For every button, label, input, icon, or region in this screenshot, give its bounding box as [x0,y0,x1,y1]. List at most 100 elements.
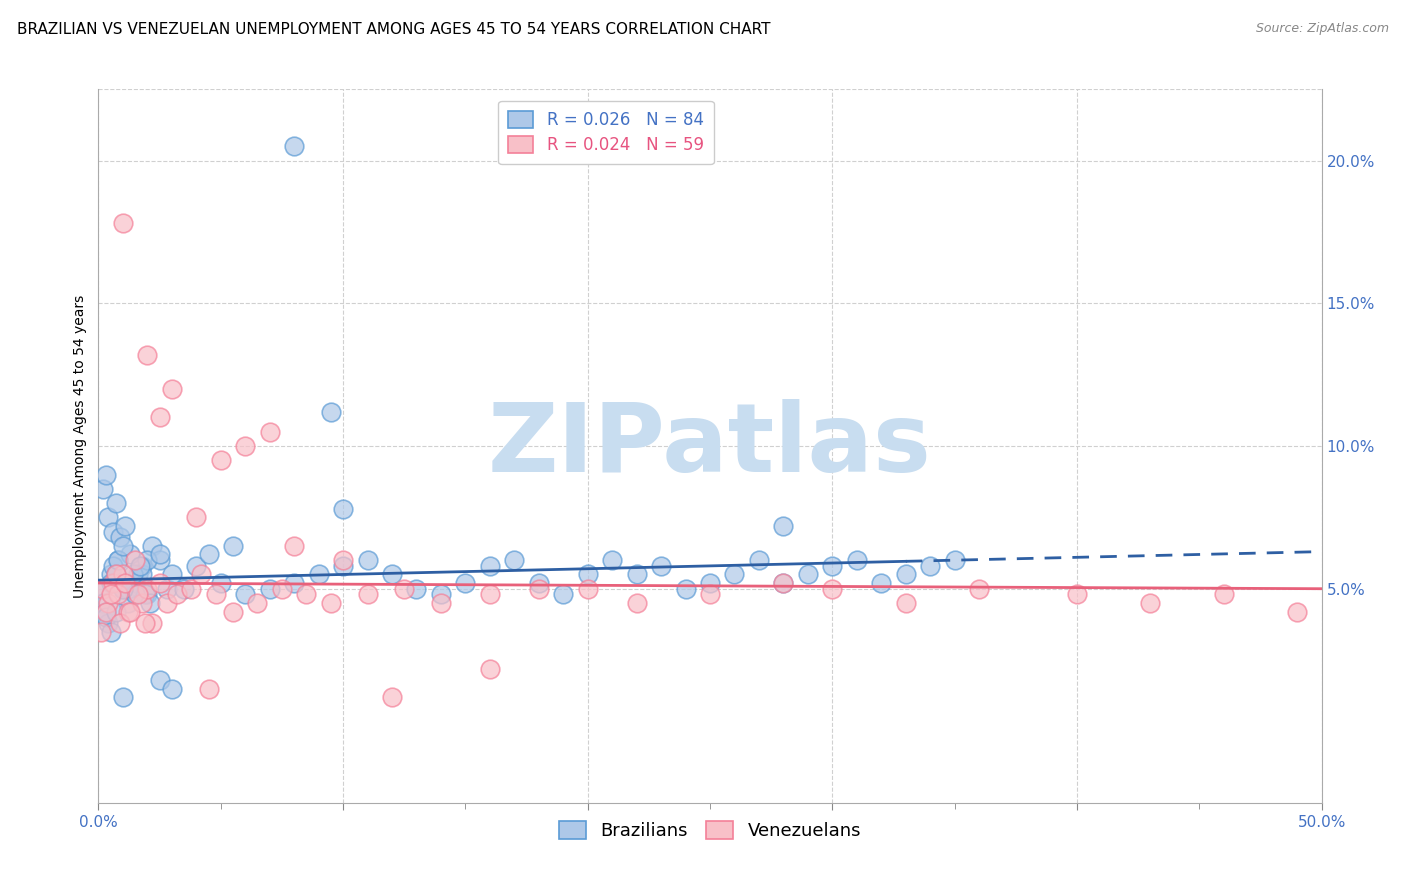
Point [134,615,156,630]
Point [114,519,136,533]
Point [295,587,318,601]
Point [233,439,256,453]
Point [527,576,550,591]
Point [107,587,129,601]
Point [1066,587,1088,601]
Point [197,681,219,696]
Point [136,553,159,567]
Point [110,530,132,544]
Point [600,553,623,567]
Point [141,539,163,553]
Point [222,605,245,619]
Point [381,690,404,705]
Point [772,519,794,533]
Point [111,582,134,596]
Point [772,576,794,591]
Point [124,587,146,601]
Point [209,453,232,467]
Point [114,576,136,591]
Point [100,587,122,601]
Text: BRAZILIAN VS VENEZUELAN UNEMPLOYMENT AMONG AGES 45 TO 54 YEARS CORRELATION CHART: BRAZILIAN VS VENEZUELAN UNEMPLOYMENT AMO… [17,22,770,37]
Point [124,553,146,567]
Point [94,610,117,624]
Point [91,582,114,596]
Point [478,558,501,573]
Point [319,596,342,610]
Point [180,582,202,596]
Point [117,582,139,596]
Point [1286,605,1309,619]
Point [136,587,159,601]
Point [283,139,305,153]
Point [650,558,672,573]
Point [259,582,281,596]
Point [149,576,172,591]
Point [920,558,942,573]
Y-axis label: Unemployment Among Ages 45 to 54 years: Unemployment Among Ages 45 to 54 years [73,294,87,598]
Point [100,624,122,639]
Point [149,548,172,562]
Point [356,553,378,567]
Point [104,567,127,582]
Point [97,596,120,610]
Point [94,467,117,482]
Point [107,553,129,567]
Point [190,567,212,582]
Point [430,596,453,610]
Point [131,558,153,573]
Point [129,558,152,573]
Point [141,615,163,630]
Point [967,582,990,596]
Point [166,587,188,601]
Point [124,576,146,591]
Point [160,567,183,582]
Point [111,539,134,553]
Point [173,582,195,596]
Point [430,587,453,601]
Point [117,605,139,619]
Point [454,576,477,591]
Point [110,615,132,630]
Point [209,576,232,591]
Legend: Brazilians, Venezuelans: Brazilians, Venezuelans [551,814,869,847]
Point [319,405,342,419]
Point [894,567,917,582]
Point [222,539,245,553]
Point [845,553,868,567]
Point [332,501,354,516]
Point [1139,596,1161,610]
Point [104,605,127,619]
Text: Source: ZipAtlas.com: Source: ZipAtlas.com [1256,22,1389,36]
Point [97,510,120,524]
Point [870,576,893,591]
Point [527,582,550,596]
Point [131,567,153,582]
Text: ZIPatlas: ZIPatlas [488,400,932,492]
Point [478,587,501,601]
Point [127,587,149,601]
Point [943,553,966,567]
Point [576,582,599,596]
Point [332,553,354,567]
Point [283,539,305,553]
Point [139,596,162,610]
Point [259,425,281,439]
Point [205,587,228,601]
Point [270,582,294,596]
Point [233,587,256,601]
Point [101,558,124,573]
Point [136,348,159,362]
Point [111,582,134,596]
Point [821,582,844,596]
Point [149,410,172,425]
Point [97,615,120,630]
Point [111,567,134,582]
Point [107,553,129,567]
Point [748,553,770,567]
Point [100,567,122,582]
Point [1212,587,1234,601]
Point [894,596,917,610]
Point [797,567,820,582]
Point [553,587,575,601]
Point [104,496,127,510]
